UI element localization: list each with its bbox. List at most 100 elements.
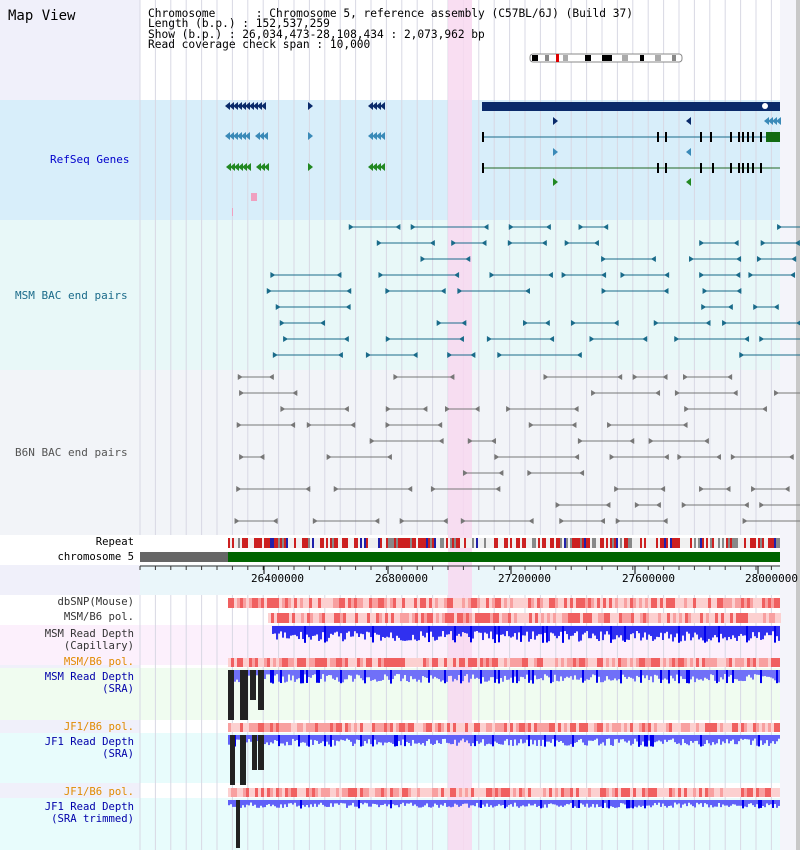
pol-cell xyxy=(309,723,312,732)
jf1-b6-pol-label-2[interactable]: JF1/B6 pol. xyxy=(63,786,134,798)
pol-cell xyxy=(711,658,714,667)
pol-cell xyxy=(664,613,667,623)
repeat-element xyxy=(264,538,266,548)
pol-cell xyxy=(598,613,601,623)
pol-cell xyxy=(639,723,642,732)
pol-cell xyxy=(331,613,334,623)
depth-bar xyxy=(382,800,384,805)
refseq-label[interactable]: RefSeq Genes xyxy=(50,153,130,166)
bac-end xyxy=(788,454,794,460)
msm-read-depth-sra-label[interactable]: MSM Read Depth (SRA) xyxy=(44,671,134,695)
pol-cell xyxy=(537,723,540,732)
depth-bar xyxy=(674,626,676,638)
pol-cell xyxy=(396,598,399,608)
depth-bar xyxy=(370,626,372,638)
depth-bar xyxy=(350,735,352,742)
msm-bac-track[interactable] xyxy=(266,224,800,358)
chromosome-bar xyxy=(228,552,780,562)
pol-cell xyxy=(769,613,772,623)
msm-read-depth-capillary-label[interactable]: MSM Read Depth (Capillary) xyxy=(44,628,134,652)
gene-exon xyxy=(308,163,313,171)
pol-cell xyxy=(549,788,552,797)
pol-cell xyxy=(765,788,768,797)
pol-cell xyxy=(277,613,280,623)
b6n-bac-label[interactable]: B6N BAC end pairs xyxy=(15,446,128,459)
msm-b6-pol-label-1[interactable]: MSM/B6 pol. xyxy=(63,611,134,623)
pol-cell xyxy=(708,658,711,667)
jf1-read-depth-sra-label[interactable]: JF1 Read Depth (SRA) xyxy=(44,736,134,760)
pol-cell xyxy=(499,613,502,623)
depth-bar xyxy=(466,735,468,741)
pol-cell xyxy=(520,613,523,623)
depth-bar xyxy=(650,735,652,747)
read-depth-tracks[interactable] xyxy=(228,626,780,848)
depth-bar xyxy=(338,735,340,742)
depth-bar xyxy=(616,670,618,681)
depth-bar xyxy=(742,670,744,682)
repeat-element xyxy=(464,538,466,548)
refseq-genes-track[interactable] xyxy=(225,102,781,216)
depth-bar xyxy=(676,626,678,634)
chromosome-ideogram[interactable] xyxy=(529,53,683,63)
pol-cell xyxy=(564,723,567,732)
depth-bar xyxy=(394,800,396,806)
depth-bar xyxy=(470,735,472,747)
repeat-element xyxy=(580,538,582,548)
repeat-element xyxy=(260,538,262,548)
repeat-element xyxy=(366,538,368,548)
ruler-label-5: 28000000 xyxy=(745,572,798,585)
msm-b6-pol-label-2[interactable]: MSM/B6 pol. xyxy=(63,656,134,668)
bac-end xyxy=(239,390,245,396)
repeat-element xyxy=(452,538,454,548)
pol-cell xyxy=(477,598,480,608)
msm-bac-label[interactable]: MSM BAC end pairs xyxy=(15,289,128,302)
pol-cell xyxy=(675,598,678,608)
repeat-element xyxy=(256,538,258,548)
pol-cell xyxy=(294,723,297,732)
depth-bar xyxy=(518,800,520,808)
pol-cell xyxy=(273,598,276,608)
depth-bar xyxy=(678,670,680,684)
polymorphism-tracks[interactable] xyxy=(228,598,781,797)
depth-bar xyxy=(632,800,634,809)
b6n-bac-track[interactable] xyxy=(234,374,800,524)
depth-bar xyxy=(408,626,410,641)
depth-bar xyxy=(406,670,408,682)
dbsnp-label[interactable]: dbSNP(Mouse) xyxy=(57,596,134,608)
depth-bar xyxy=(292,800,294,805)
pol-cell xyxy=(400,613,403,623)
depth-bar xyxy=(316,800,318,807)
depth-bar xyxy=(614,670,616,679)
pol-cell xyxy=(471,598,474,608)
bac-end xyxy=(759,502,765,508)
jf1-read-depth-trimmed-label[interactable]: JF1 Read Depth (SRA trimmed) xyxy=(44,801,134,825)
pol-cell xyxy=(354,598,357,608)
depth-bar xyxy=(344,735,346,741)
depth-bar xyxy=(510,626,512,638)
depth-bar xyxy=(376,626,378,635)
pol-cell xyxy=(738,788,741,797)
depth-bar xyxy=(760,800,762,808)
depth-bar xyxy=(718,626,720,643)
pol-cell xyxy=(642,788,645,797)
depth-bar xyxy=(398,735,400,742)
depth-bar xyxy=(432,670,434,679)
depth-bar xyxy=(654,735,656,743)
pol-cell xyxy=(480,788,483,797)
bac-end xyxy=(662,518,668,524)
repeat-track[interactable] xyxy=(228,538,780,548)
depth-bar xyxy=(500,670,502,679)
depth-bar xyxy=(544,800,546,805)
pol-cell xyxy=(429,658,432,667)
depth-bar xyxy=(316,735,318,741)
depth-bar xyxy=(332,800,334,807)
depth-bar xyxy=(338,670,340,682)
pol-cell xyxy=(261,598,264,608)
depth-bar xyxy=(418,735,420,743)
depth-peak xyxy=(240,735,246,785)
repeat-element xyxy=(664,538,666,548)
jf1-b6-pol-label-1[interactable]: JF1/B6 pol. xyxy=(63,721,134,733)
depth-bar xyxy=(752,735,754,741)
